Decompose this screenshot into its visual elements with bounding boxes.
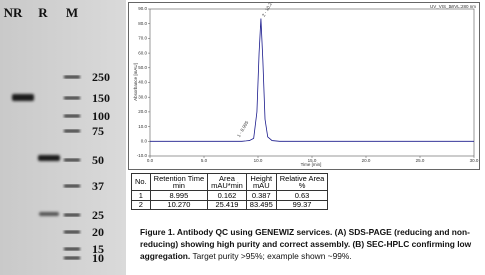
- marker-band: [64, 97, 80, 100]
- y-tick-label: 60.0: [138, 50, 147, 55]
- y-tick-label: 90.0: [138, 6, 147, 11]
- page: NR R M 25015010075503725201510 UV_VIS_1 …: [0, 0, 485, 275]
- x-tick-label: 20.0: [362, 158, 371, 163]
- x-tick-label: 30.0: [470, 158, 479, 163]
- table-cell: 10.270: [150, 200, 207, 210]
- y-tick-label: 30.0: [138, 94, 147, 99]
- table-header: Relative Area%: [276, 174, 328, 191]
- table-cell: 2: [132, 200, 151, 210]
- gel-background: [0, 0, 126, 275]
- caption-normal: Target purity >95%; example shown ~99%.: [192, 251, 351, 261]
- marker-band: [64, 130, 80, 133]
- header-text: mAU*min: [211, 181, 243, 190]
- y-tick-label: 10.0: [138, 124, 147, 129]
- x-tick-label: 25.0: [416, 158, 425, 163]
- x-tick-label: 15.0: [308, 158, 317, 163]
- marker-band: [64, 214, 80, 217]
- y-tick-label: 70.0: [138, 36, 147, 41]
- marker-label: 100: [92, 109, 110, 123]
- marker-band: [64, 248, 80, 251]
- table-cell: 0.387: [246, 191, 276, 201]
- caption: Figure 1. Antibody QC using GENEWIZ serv…: [140, 226, 480, 262]
- marker-band: [64, 257, 80, 260]
- band: [39, 212, 59, 216]
- marker-label: 20: [92, 225, 104, 239]
- chart-frame: [129, 3, 480, 170]
- band: [12, 94, 34, 101]
- marker-band: [64, 231, 80, 234]
- legend-text: WVL:280 nm: [450, 4, 476, 9]
- band: [38, 155, 60, 161]
- lane-label: M: [66, 5, 78, 20]
- table-cell: 0.63: [276, 191, 328, 201]
- table-cell: 8.995: [150, 191, 207, 201]
- chromatogram: UV_VIS_1 WVL:280 nm Absorbance [mAU] Tim…: [128, 2, 480, 170]
- marker-band: [64, 76, 80, 79]
- table-cell: 99.37: [276, 200, 328, 210]
- lane-label: R: [38, 5, 48, 20]
- table-header: No.: [132, 174, 151, 191]
- y-tick-label: 0.0: [141, 138, 148, 143]
- x-tick-label: 0.0: [147, 158, 154, 163]
- table-cell: 83.495: [246, 200, 276, 210]
- table-cell: 0.162: [208, 191, 247, 201]
- y-tick-label: 50.0: [138, 65, 147, 70]
- header-text: %: [299, 181, 306, 190]
- marker-label: 25: [92, 208, 104, 222]
- table-cell: 1: [132, 191, 151, 201]
- marker-label: 10: [92, 251, 104, 265]
- header-text: min: [173, 181, 185, 190]
- legend-text: UV_VIS_1: [430, 4, 452, 9]
- marker-label: 75: [92, 124, 104, 138]
- marker-band: [64, 115, 80, 118]
- x-tick-label: 10.0: [254, 158, 263, 163]
- marker-label: 37: [92, 179, 104, 193]
- x-tick-label: 5.0: [201, 158, 208, 163]
- y-tick-label: 80.0: [138, 21, 147, 26]
- marker-label: 150: [92, 91, 110, 105]
- marker-band: [64, 159, 80, 162]
- marker-label: 50: [92, 153, 104, 167]
- y-tick-label: 20.0: [138, 109, 147, 114]
- marker-band: [64, 185, 80, 188]
- header-text: No.: [135, 177, 147, 186]
- y-tick-label: 40.0: [138, 80, 147, 85]
- marker-label: 250: [92, 70, 110, 84]
- header-text: mAU: [253, 181, 270, 190]
- lane-label: NR: [4, 5, 23, 20]
- table-cell: 25.419: [208, 200, 247, 210]
